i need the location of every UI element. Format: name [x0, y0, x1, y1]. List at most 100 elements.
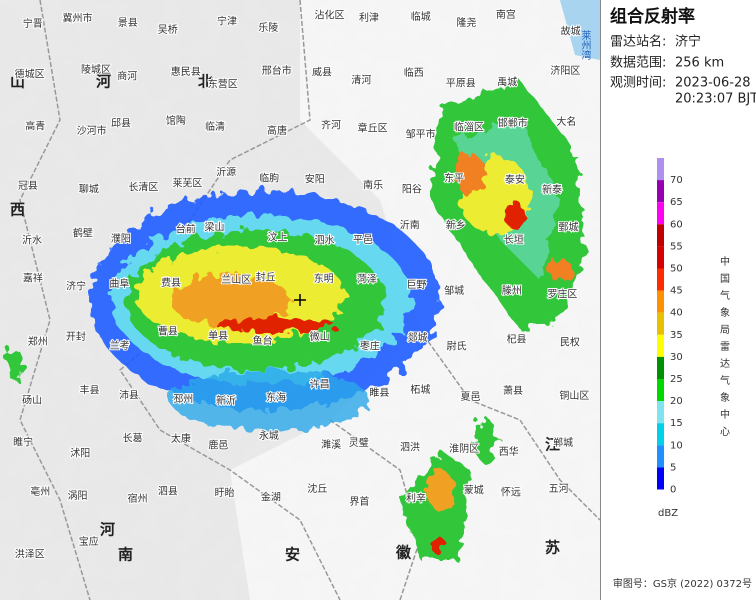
echo: [456, 153, 484, 197]
legend-label: 50: [670, 264, 683, 275]
place-label: 宝应: [79, 535, 99, 548]
place-label: 济宁: [66, 279, 86, 292]
place-label: 邱县: [111, 116, 131, 129]
place-label: 菏泽: [357, 274, 377, 286]
place-label: 曲阜: [109, 277, 129, 290]
place-label: 长清区: [128, 181, 158, 194]
place-label: 灵璧: [349, 436, 369, 449]
legend-label: 65: [670, 197, 683, 208]
place-label: 临清: [205, 120, 225, 133]
place-label: 杞县: [507, 332, 527, 345]
place-label: 怀远: [501, 487, 521, 499]
place-label: 汶上: [268, 230, 288, 243]
place-label: 五河: [549, 483, 569, 495]
province-label: 西: [10, 201, 25, 219]
place-label: 尉氏: [447, 340, 467, 353]
place-label: 滕州: [502, 284, 522, 297]
place-label: 永城: [259, 429, 279, 442]
place-label: 新泰: [542, 183, 562, 196]
place-label: 平邑: [353, 234, 373, 246]
legend-swatch: [657, 268, 664, 291]
info-panel: 组合反射率 雷达站名: 济宁 数据范围: 256 km 观测时间: 2023-0…: [600, 0, 756, 600]
place-label: 商河: [117, 70, 137, 83]
legend-label: 10: [670, 440, 683, 451]
place-label: 东平: [444, 172, 464, 185]
place-label: 乐陵: [258, 22, 278, 34]
station: 济宁: [675, 34, 701, 50]
province-label: 北: [198, 73, 213, 91]
place-label: 东明: [314, 272, 334, 285]
province-label: 安: [285, 546, 300, 564]
place-label: 东营区: [208, 77, 238, 90]
legend-label: 40: [670, 308, 683, 319]
station-label: 雷达站名:: [610, 34, 666, 50]
place-label: 陵城区: [81, 64, 111, 76]
place-label: 淮阴区: [449, 443, 479, 455]
place-label: 界首: [349, 495, 369, 508]
place-label: 民权: [560, 336, 580, 349]
place-label: 禹城: [497, 76, 517, 89]
place-label: 威县: [312, 66, 332, 79]
echo: [215, 317, 335, 333]
legend-swatch: [657, 334, 664, 357]
place-label: 东海: [266, 391, 286, 404]
legend-swatch: [657, 290, 664, 313]
place-label: 鹤壁: [73, 226, 93, 239]
place-label: 洪泽区: [15, 548, 45, 560]
place-label: 济阳区: [550, 64, 580, 77]
panel-background: [600, 0, 756, 600]
legend-swatch: [657, 356, 664, 379]
place-label: 宁晋: [23, 17, 43, 30]
place-label: 封丘: [256, 271, 276, 284]
place-label: 临淄区: [454, 120, 484, 133]
place-label: 宿州: [128, 492, 148, 505]
legend-unit: dBZ: [658, 508, 678, 519]
legend-label: 45: [670, 286, 683, 297]
place-label: 罗庄区: [547, 287, 577, 300]
place-label: 邹平市: [406, 128, 436, 141]
legend-label: 20: [670, 396, 683, 407]
echo: [426, 470, 454, 510]
place-label: 西华: [499, 445, 519, 458]
place-label: 馆陶: [166, 114, 186, 127]
legend-label: 15: [670, 418, 683, 429]
place-label: 邳州: [173, 394, 193, 406]
echo: [505, 201, 525, 229]
place-label: 齐河: [321, 118, 341, 131]
place-label: 沛县: [119, 389, 139, 402]
legend-label: 5: [670, 462, 676, 473]
legend-swatch: [657, 467, 664, 490]
legend-swatch: [657, 246, 664, 269]
place-label: 新沂: [216, 394, 236, 407]
legend-swatch: [657, 158, 664, 181]
place-label: 郸城: [553, 436, 573, 449]
province-label: 山: [10, 73, 25, 91]
place-label: 泗洪: [400, 442, 420, 454]
place-label: 睢宁: [13, 435, 33, 448]
echo: [548, 258, 572, 282]
place-label: 隆尧: [456, 16, 476, 29]
legend-label: 30: [670, 352, 683, 363]
place-label: 开封: [66, 330, 86, 343]
legend-swatch: [657, 312, 664, 335]
place-label: 惠民县: [171, 65, 201, 78]
legend-label: 25: [670, 374, 683, 385]
place-label: 兰考: [110, 339, 130, 352]
place-label: 宁津: [217, 14, 237, 27]
place-label: 沂源: [216, 166, 236, 179]
place-label: 德城区: [15, 68, 45, 81]
place-label: 巨野: [407, 279, 427, 291]
place-label: 冠县: [18, 180, 38, 192]
place-label: 阳谷: [402, 183, 422, 195]
place-label: 新乡: [446, 218, 466, 231]
echo: [473, 418, 497, 462]
place-label: 长葛: [122, 432, 142, 445]
place-label: 郑州: [28, 335, 48, 348]
legend-swatch: [657, 423, 664, 446]
footer: 审图号：GS京 (2022) 0372号: [613, 577, 752, 590]
place-label: 清河: [351, 74, 371, 87]
place-label: 微山: [310, 330, 330, 343]
range-label: 数据范围:: [610, 56, 666, 71]
place-label: 故城: [561, 24, 581, 37]
